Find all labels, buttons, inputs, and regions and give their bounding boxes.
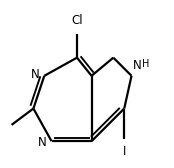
Text: N: N [132,59,141,72]
Text: N: N [31,68,40,81]
Text: H: H [142,59,150,69]
Text: I: I [122,145,126,158]
Text: Cl: Cl [71,14,83,27]
Text: N: N [38,136,47,149]
